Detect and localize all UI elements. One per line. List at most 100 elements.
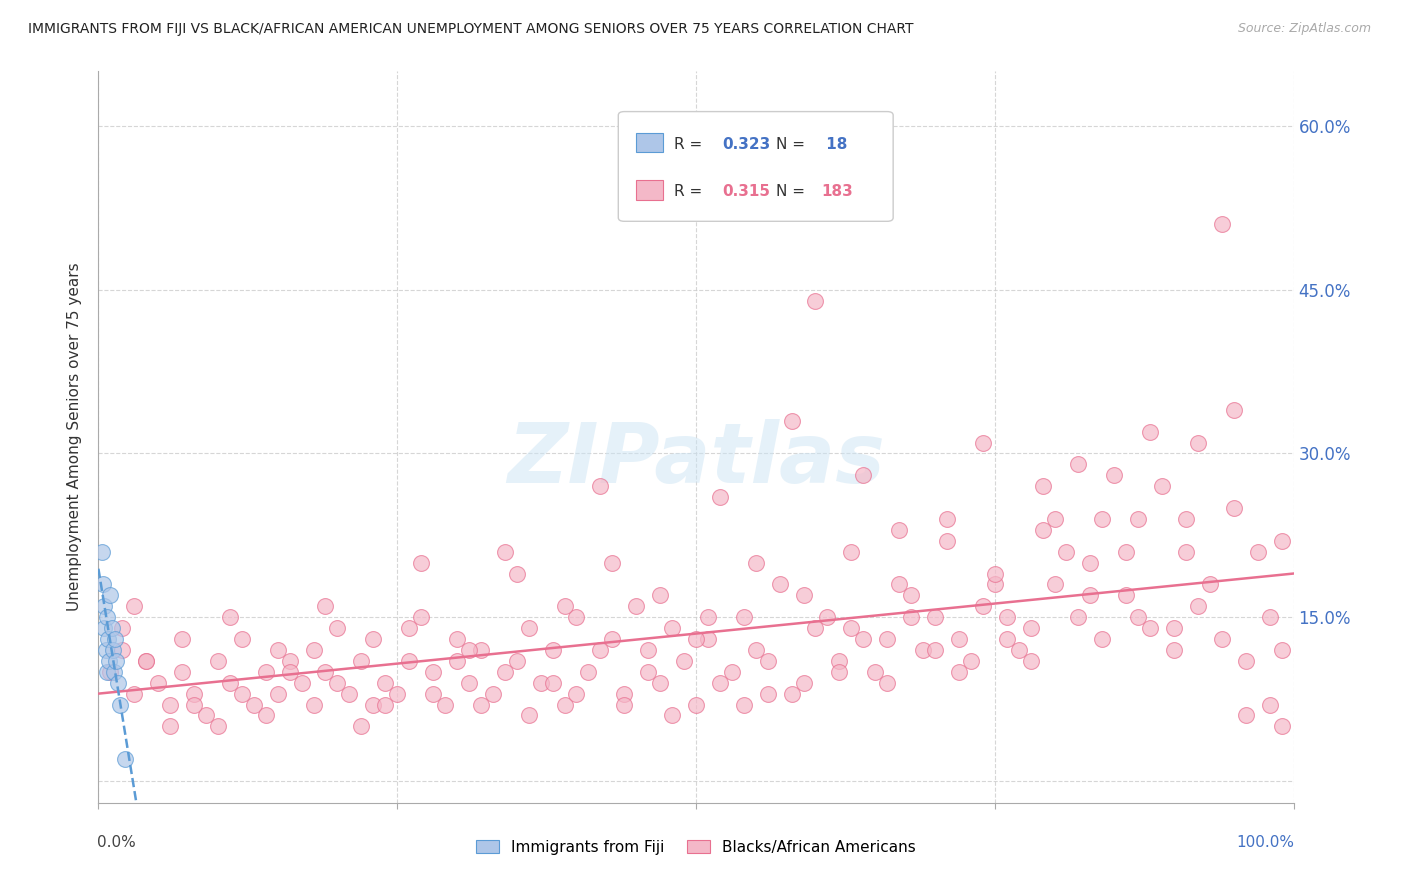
- Point: [267, 643, 290, 657]
- Point: [972, 435, 994, 450]
- Point: [793, 588, 815, 602]
- Point: [1271, 719, 1294, 733]
- Point: [494, 665, 516, 679]
- Point: [1247, 545, 1270, 559]
- Legend: Immigrants from Fiji, Blacks/African Americans: Immigrants from Fiji, Blacks/African Ame…: [470, 834, 922, 861]
- Point: [159, 698, 181, 712]
- Point: [91, 545, 114, 559]
- Text: 0.323: 0.323: [723, 136, 770, 152]
- Point: [648, 675, 672, 690]
- Point: [554, 698, 576, 712]
- Point: [637, 665, 659, 679]
- Point: [1019, 621, 1042, 635]
- Point: [852, 468, 875, 483]
- Point: [183, 687, 205, 701]
- Point: [721, 665, 744, 679]
- Point: [1104, 468, 1126, 483]
- FancyBboxPatch shape: [619, 112, 893, 221]
- Point: [350, 719, 373, 733]
- Point: [96, 665, 118, 679]
- Point: [1128, 610, 1150, 624]
- Point: [876, 632, 898, 646]
- Point: [900, 610, 922, 624]
- Point: [709, 490, 731, 504]
- Point: [111, 621, 134, 635]
- Point: [1223, 501, 1246, 516]
- Point: [972, 599, 994, 614]
- Point: [924, 643, 946, 657]
- Point: [924, 610, 946, 624]
- Point: [1258, 698, 1281, 712]
- Point: [481, 687, 505, 701]
- Point: [1032, 479, 1054, 493]
- Point: [91, 577, 114, 591]
- Point: [172, 665, 194, 679]
- Point: [98, 588, 122, 602]
- Point: [411, 610, 433, 624]
- Text: IMMIGRANTS FROM FIJI VS BLACK/AFRICAN AMERICAN UNEMPLOYMENT AMONG SENIORS OVER 7: IMMIGRANTS FROM FIJI VS BLACK/AFRICAN AM…: [28, 22, 914, 37]
- Point: [1187, 599, 1209, 614]
- Point: [793, 675, 815, 690]
- Point: [1139, 425, 1161, 439]
- Point: [339, 687, 361, 701]
- Point: [541, 643, 564, 657]
- Point: [93, 599, 115, 614]
- Point: [1067, 458, 1090, 472]
- Point: [93, 621, 115, 635]
- Point: [458, 643, 481, 657]
- Point: [254, 708, 277, 723]
- Text: 0.0%: 0.0%: [97, 835, 136, 850]
- Point: [613, 698, 636, 712]
- Point: [756, 654, 779, 668]
- Point: [100, 621, 122, 635]
- Point: [889, 523, 911, 537]
- Point: [98, 665, 122, 679]
- Point: [207, 719, 229, 733]
- Point: [697, 632, 720, 646]
- Point: [135, 654, 157, 668]
- Point: [1163, 643, 1185, 657]
- Point: [1067, 610, 1090, 624]
- Point: [302, 698, 325, 712]
- Text: ZIPatlas: ZIPatlas: [508, 418, 884, 500]
- Point: [661, 621, 683, 635]
- Point: [1234, 708, 1257, 723]
- Point: [315, 665, 337, 679]
- Point: [984, 577, 1007, 591]
- Point: [578, 665, 600, 679]
- Point: [1043, 577, 1066, 591]
- Point: [278, 665, 301, 679]
- Point: [422, 687, 444, 701]
- Point: [841, 545, 863, 559]
- Point: [1211, 632, 1233, 646]
- Point: [960, 654, 983, 668]
- Point: [302, 643, 325, 657]
- Point: [124, 599, 146, 614]
- Point: [936, 512, 959, 526]
- Point: [661, 708, 683, 723]
- Point: [709, 675, 731, 690]
- Point: [889, 577, 911, 591]
- Point: [745, 643, 768, 657]
- Point: [1234, 654, 1257, 668]
- Point: [541, 675, 564, 690]
- Point: [1115, 588, 1137, 602]
- Point: [411, 556, 433, 570]
- Point: [1032, 523, 1054, 537]
- Point: [1175, 512, 1198, 526]
- Point: [363, 698, 385, 712]
- Point: [219, 610, 242, 624]
- Point: [804, 293, 827, 308]
- Text: R =: R =: [675, 136, 707, 152]
- Point: [103, 665, 125, 679]
- Point: [995, 610, 1018, 624]
- Point: [1056, 545, 1078, 559]
- Point: [602, 556, 624, 570]
- Point: [1008, 643, 1031, 657]
- Text: N =: N =: [776, 136, 810, 152]
- Point: [111, 643, 134, 657]
- Point: [1080, 588, 1102, 602]
- Point: [1091, 512, 1114, 526]
- Point: [1091, 632, 1114, 646]
- Point: [374, 675, 396, 690]
